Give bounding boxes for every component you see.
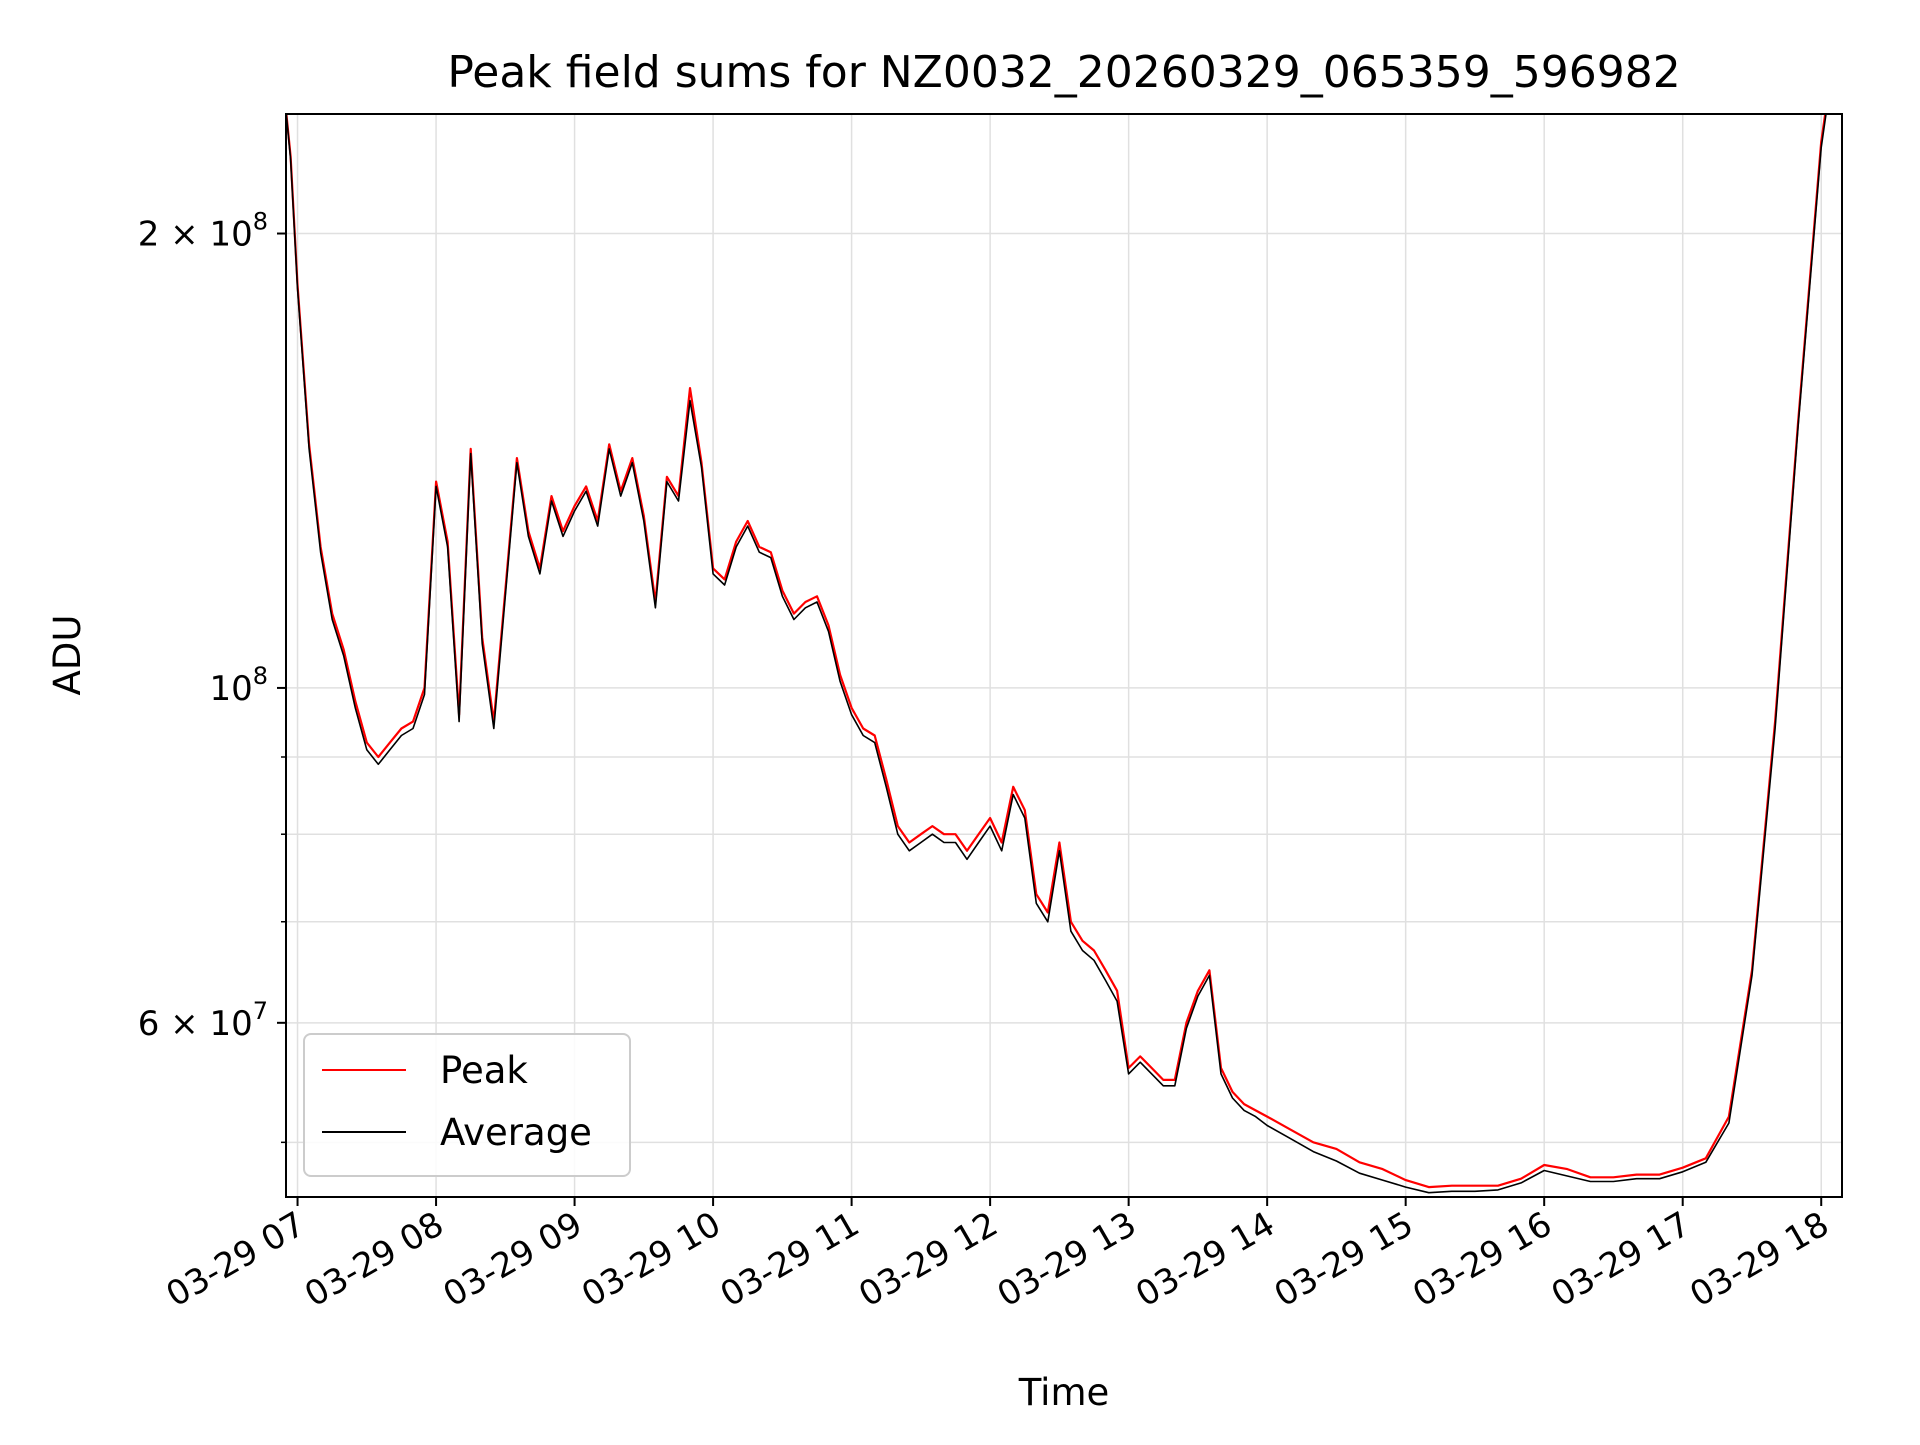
legend-label-peak: Peak <box>440 1049 528 1092</box>
series-average-line <box>286 114 1827 1194</box>
y-tick-label: 108 <box>209 662 268 709</box>
chart-title: Peak field sums for NZ0032_20260329_0653… <box>447 47 1680 98</box>
series-layer <box>286 114 1827 1194</box>
plot-frame <box>285 113 1843 1198</box>
series-peak-line <box>286 114 1827 1189</box>
x-axis-label: Time <box>1018 1371 1110 1414</box>
legend: Peak Average <box>303 1033 631 1177</box>
y-tick-label: 2 × 108 <box>138 208 268 255</box>
y-tick-label: 6 × 107 <box>138 997 268 1044</box>
y-axis-label: ADU <box>46 615 89 696</box>
grid <box>286 114 1842 1197</box>
legend-label-average: Average <box>440 1111 592 1154</box>
y-axis: 2 × 108 108 6 × 107 <box>138 208 286 1144</box>
